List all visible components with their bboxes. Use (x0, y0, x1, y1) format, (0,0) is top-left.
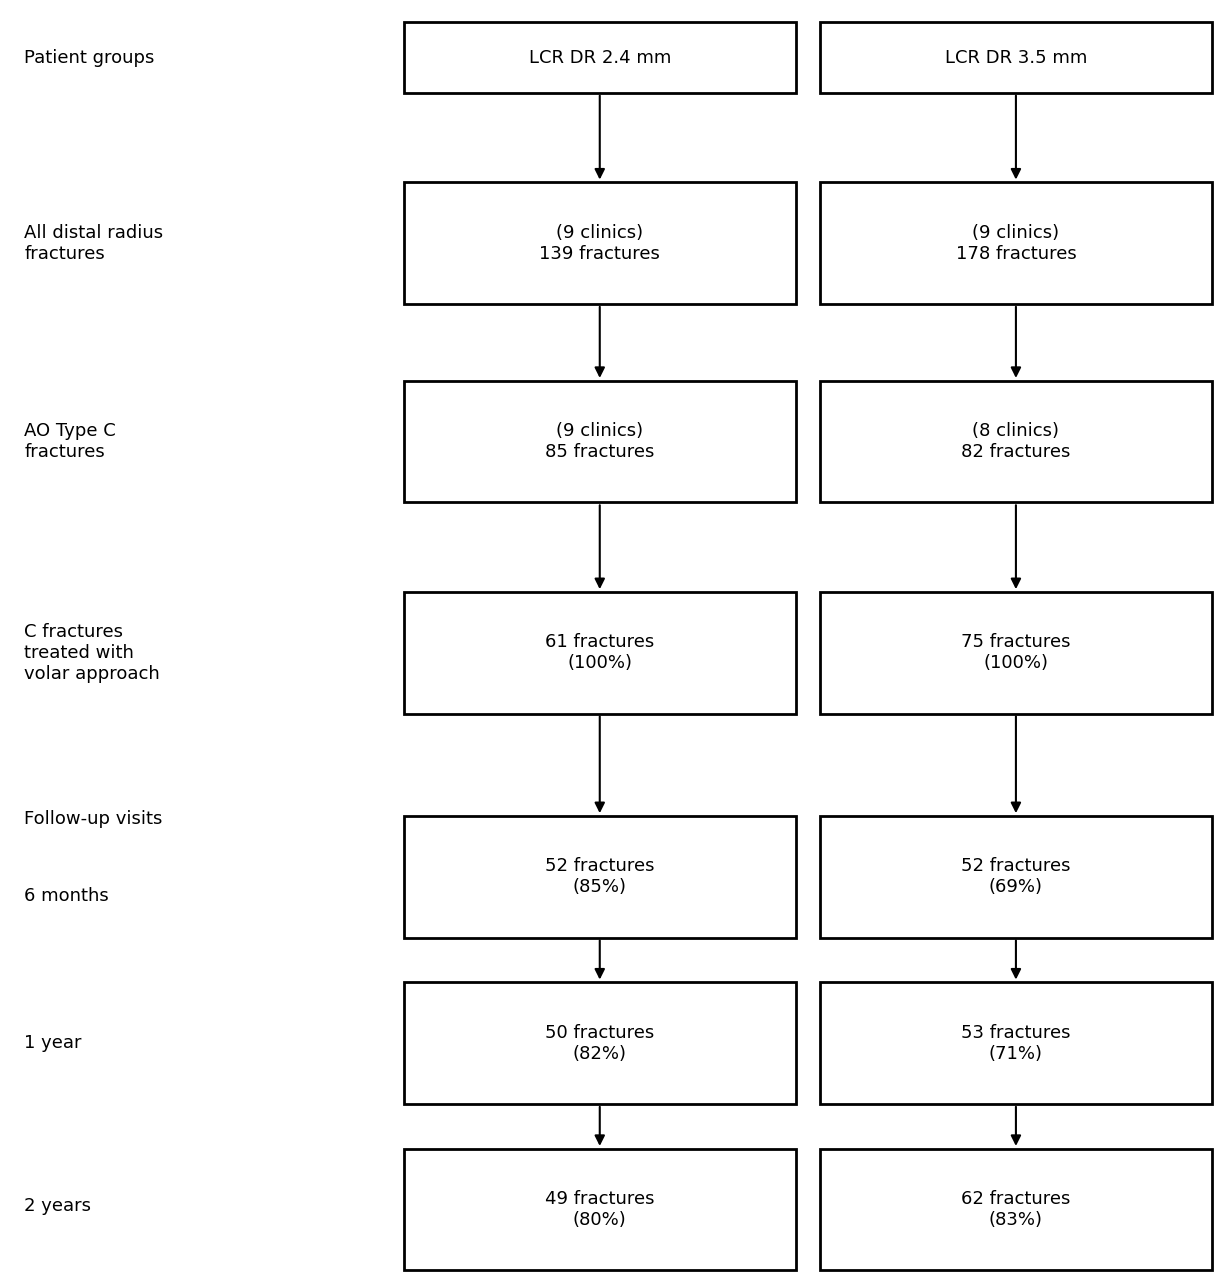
Text: (9 clinics)
139 fractures: (9 clinics) 139 fractures (540, 224, 660, 262)
FancyBboxPatch shape (404, 591, 796, 714)
Text: 61 fractures
(100%): 61 fractures (100%) (545, 634, 655, 672)
FancyBboxPatch shape (820, 1149, 1212, 1270)
FancyBboxPatch shape (404, 983, 796, 1103)
Text: 49 fractures
(80%): 49 fractures (80%) (545, 1190, 655, 1229)
Text: 62 fractures
(83%): 62 fractures (83%) (961, 1190, 1071, 1229)
Text: LCR DR 2.4 mm: LCR DR 2.4 mm (529, 49, 671, 67)
FancyBboxPatch shape (820, 22, 1212, 92)
FancyBboxPatch shape (404, 1149, 796, 1270)
Text: 75 fractures
(100%): 75 fractures (100%) (961, 634, 1071, 672)
Text: (9 clinics)
178 fractures: (9 clinics) 178 fractures (956, 224, 1076, 262)
Text: 6 months: 6 months (24, 887, 109, 905)
FancyBboxPatch shape (820, 380, 1212, 502)
Text: (9 clinics)
85 fractures: (9 clinics) 85 fractures (545, 422, 655, 461)
FancyBboxPatch shape (404, 22, 796, 92)
Text: 1 year: 1 year (24, 1034, 82, 1052)
FancyBboxPatch shape (820, 182, 1212, 303)
Text: Follow-up visits: Follow-up visits (24, 810, 163, 828)
FancyBboxPatch shape (404, 182, 796, 303)
Text: 53 fractures
(71%): 53 fractures (71%) (961, 1024, 1071, 1062)
FancyBboxPatch shape (820, 591, 1212, 714)
Text: C fractures
treated with
volar approach: C fractures treated with volar approach (24, 623, 160, 682)
Text: 52 fractures
(69%): 52 fractures (69%) (961, 858, 1071, 896)
Text: 52 fractures
(85%): 52 fractures (85%) (545, 858, 655, 896)
Text: All distal radius
fractures: All distal radius fractures (24, 224, 164, 262)
Text: Patient groups: Patient groups (24, 49, 155, 67)
Text: AO Type C
fractures: AO Type C fractures (24, 422, 116, 461)
FancyBboxPatch shape (404, 817, 796, 937)
FancyBboxPatch shape (820, 983, 1212, 1103)
FancyBboxPatch shape (820, 817, 1212, 937)
Text: 50 fractures
(82%): 50 fractures (82%) (545, 1024, 655, 1062)
Text: 2 years: 2 years (24, 1197, 92, 1215)
Text: (8 clinics)
82 fractures: (8 clinics) 82 fractures (961, 422, 1071, 461)
FancyBboxPatch shape (404, 380, 796, 502)
Text: LCR DR 3.5 mm: LCR DR 3.5 mm (945, 49, 1087, 67)
